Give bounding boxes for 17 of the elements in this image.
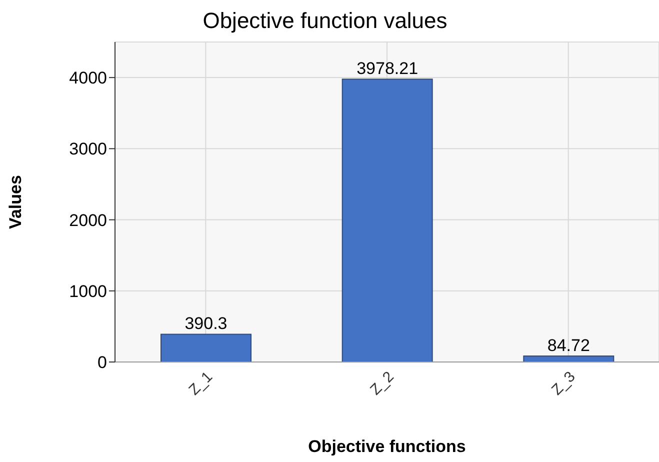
bar [342,78,433,362]
y-tick-label: 0 [98,353,107,372]
y-tick-label: 3000 [69,140,107,159]
y-tick-label: 4000 [69,68,107,88]
data-label: 390.3 [184,314,228,334]
x-tick-label: Z_1 [186,368,216,399]
y-axis-title: Values [6,175,26,229]
chart-title: Objective function values [202,8,448,34]
x-axis-title: Objective functions [308,437,466,456]
data-label: 3978.21 [356,59,418,78]
y-tick-label: 1000 [69,282,107,301]
y-tick-label: 2000 [69,210,107,230]
data-label: 84.72 [547,336,590,355]
bar [160,334,252,362]
bar [523,355,614,362]
x-tick-label: Z_2 [367,368,398,399]
x-tick-label: Z_3 [548,368,579,399]
